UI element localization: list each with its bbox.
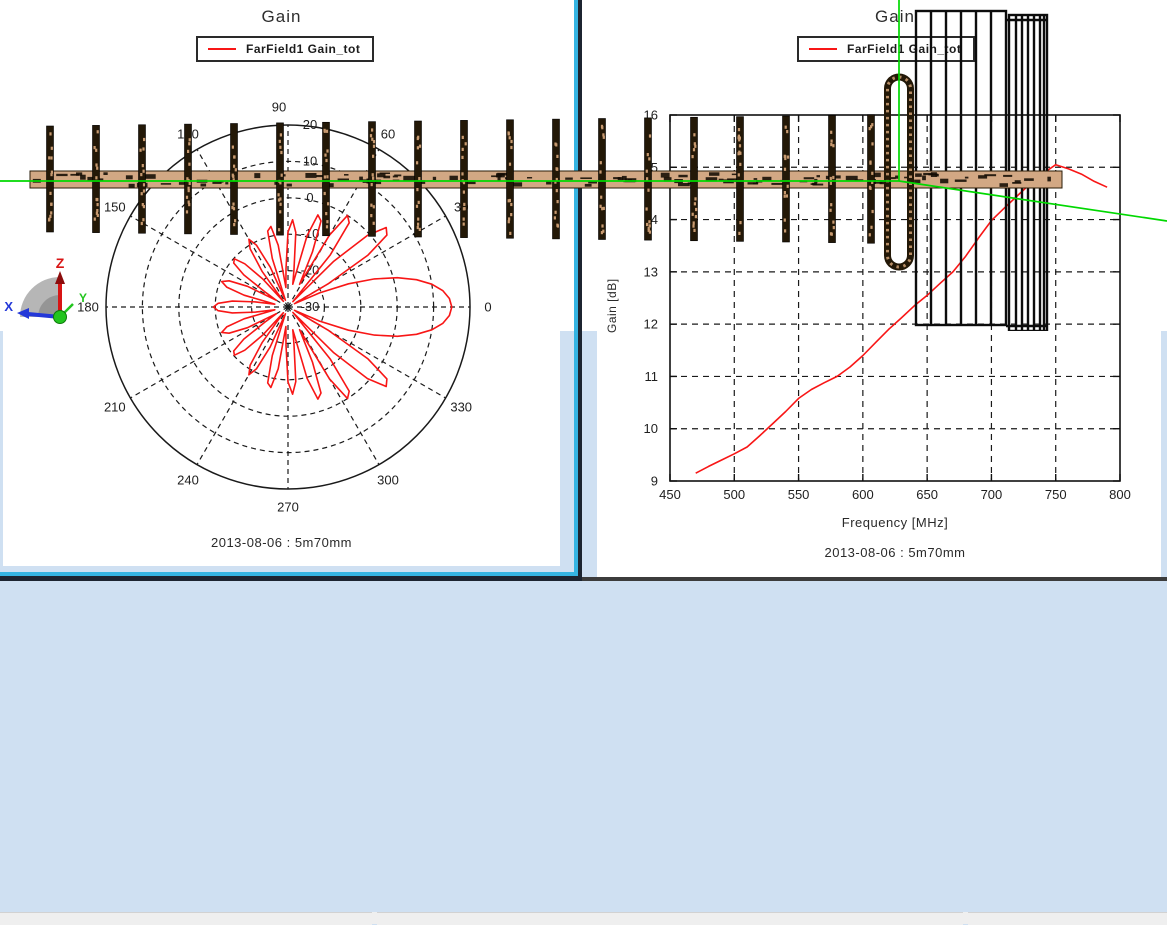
svg-text:9: 9 — [651, 474, 658, 489]
svg-text:180: 180 — [77, 300, 99, 315]
svg-text:15: 15 — [644, 160, 658, 175]
line-gain-view[interactable]: Gain FarField1 Gain_tot 450 500 550 600 650 7… — [597, 3, 1161, 577]
svg-text:-20: -20 — [301, 263, 320, 278]
line-legend-label: FarField1 Gain_tot — [847, 42, 962, 56]
view-divider-dark-horizontal — [0, 576, 582, 581]
selected-view-border-cyan-vertical — [574, 0, 578, 581]
svg-text:270: 270 — [277, 500, 299, 515]
line-legend-box: FarField1 Gain_tot — [797, 36, 976, 62]
svg-text:0: 0 — [484, 300, 491, 315]
svg-text:60: 60 — [381, 126, 395, 141]
line-legend-line-sample — [809, 48, 837, 50]
right-view-bottom-border — [582, 577, 1167, 581]
svg-text:14: 14 — [644, 212, 658, 227]
svg-text:550: 550 — [788, 487, 810, 502]
svg-text:11: 11 — [645, 369, 659, 384]
selected-view-border-cyan-horizontal — [0, 572, 578, 576]
view-divider-dark-vertical — [578, 0, 582, 581]
svg-text:650: 650 — [916, 487, 938, 502]
svg-text:12: 12 — [644, 317, 658, 332]
svg-text:-30: -30 — [301, 299, 320, 314]
svg-text:750: 750 — [1045, 487, 1067, 502]
svg-text:-10: -10 — [301, 226, 320, 241]
svg-text:700: 700 — [981, 487, 1003, 502]
polar-chart-title: Gain — [261, 7, 302, 26]
line-x-axis-label: Frequency [MHz] — [841, 515, 949, 530]
svg-text:300: 300 — [377, 473, 399, 488]
polar-plot: 0 30 60 90 120 150 180 210 240 270 300 330 20 10 0 -10 -… — [77, 100, 491, 515]
status-bar — [0, 912, 1167, 925]
svg-text:10: 10 — [644, 421, 658, 436]
status-bar-segment — [968, 912, 1167, 925]
svg-text:0: 0 — [306, 190, 313, 205]
svg-text:13: 13 — [644, 264, 658, 279]
svg-text:500: 500 — [723, 487, 745, 502]
status-bar-segment — [377, 912, 963, 925]
line-plot: 450 500 550 600 650 700 750 800 9 10 11 12 13 14 15 16 — [644, 108, 1131, 503]
svg-text:90: 90 — [272, 100, 286, 115]
status-bar-segment — [0, 912, 372, 925]
polar-legend-label: FarField1 Gain_tot — [246, 42, 361, 56]
svg-text:120: 120 — [177, 126, 199, 141]
polar-legend-line-sample — [208, 48, 236, 50]
line-chart-caption: 2013-08-06 : 5m70mm — [824, 545, 966, 560]
svg-text:30: 30 — [454, 200, 468, 215]
svg-text:240: 240 — [177, 473, 199, 488]
svg-text:210: 210 — [104, 400, 126, 415]
polar-legend-box: FarField1 Gain_tot — [196, 36, 375, 62]
svg-text:800: 800 — [1109, 487, 1131, 502]
polar-chart-caption: 2013-08-06 : 5m70mm — [210, 535, 352, 550]
svg-text:20: 20 — [303, 117, 317, 132]
svg-text:450: 450 — [659, 487, 681, 502]
line-chart-title: Gain — [875, 7, 915, 26]
line-y-axis-label: Gain [dB] — [605, 278, 619, 333]
svg-text:16: 16 — [644, 108, 658, 123]
svg-text:330: 330 — [450, 400, 472, 415]
svg-text:600: 600 — [852, 487, 874, 502]
polar-gain-view[interactable]: Gain FarField1 Gain_tot 0 30 60 90 120 150 180… — [3, 3, 560, 566]
svg-text:150: 150 — [104, 200, 126, 215]
svg-text:10: 10 — [303, 153, 317, 168]
